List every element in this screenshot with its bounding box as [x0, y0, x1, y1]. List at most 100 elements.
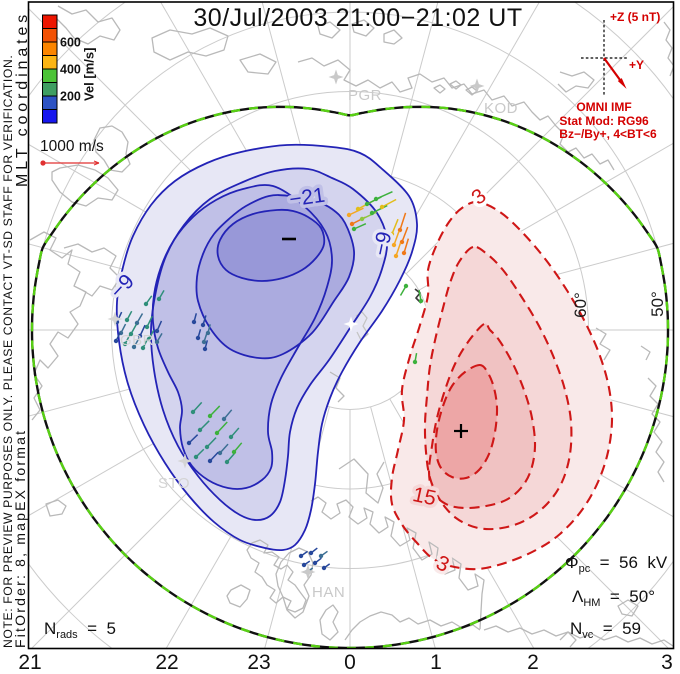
coastline	[329, 371, 345, 403]
vector-dot	[207, 458, 213, 464]
colorbar-title: Vel [m/s]	[82, 48, 97, 101]
vector-dot	[418, 298, 424, 304]
vector-dot	[140, 345, 146, 351]
negative-contour-line	[216, 208, 326, 282]
velocity-vector	[146, 329, 155, 342]
vector-dot	[143, 301, 149, 307]
reference-vector-label: 1000 m/s	[40, 138, 104, 155]
station-marker	[343, 316, 359, 332]
vector-dot	[308, 550, 314, 556]
vector-dot	[154, 339, 160, 345]
coastline	[663, 21, 674, 77]
coastline	[275, 547, 314, 619]
latitude-label: 60°	[571, 292, 590, 318]
mlt-axis-label: 21	[18, 651, 41, 674]
velocity-vector	[312, 557, 322, 566]
vector-dot	[393, 253, 399, 259]
colorbar-segment	[42, 28, 58, 43]
vector-tail	[401, 226, 409, 243]
mlt-axis-label: 2	[527, 651, 539, 674]
vector-dot	[195, 335, 201, 341]
coastline	[239, 53, 277, 75]
vector-dot	[197, 427, 203, 433]
velocity-vector	[379, 198, 397, 210]
vector-tail	[371, 204, 388, 214]
velocity-vector	[321, 563, 331, 571]
side-annotations: NOTE: FOR PREVIEW PURPOSES ONLY. PLEASE …	[1, 11, 31, 648]
vector-dot	[318, 553, 324, 559]
positive-contour-line	[389, 200, 614, 571]
velocity-vector	[195, 329, 202, 341]
latitude-labels: 60° 50°	[571, 291, 667, 318]
velocity-vector	[124, 310, 133, 323]
vector-tail	[391, 218, 399, 235]
stat-line: Nvc = 59	[570, 619, 641, 641]
coastline	[51, 164, 119, 207]
station-label: PGR	[348, 87, 382, 104]
colorbar-tick-label: 400	[60, 63, 81, 77]
map-statistics: Nrads = 5 Φpc = 56 kV ΛHM = 50° Nvc = 59	[44, 553, 668, 641]
vector-dot	[128, 331, 134, 337]
velocity-vector	[143, 295, 153, 307]
velocity-vector	[201, 332, 208, 345]
coastline	[338, 458, 385, 504]
vector-dot	[401, 250, 407, 256]
radar-station: PGR	[328, 69, 382, 104]
radar-station: KOD	[469, 78, 518, 117]
vector-dot	[190, 409, 196, 415]
vector-dot	[379, 204, 385, 210]
coastline	[310, 496, 485, 630]
velocity-vector	[228, 427, 240, 440]
velocity-vector	[214, 421, 228, 436]
contour-label: −9	[369, 230, 396, 258]
radar-station: GBR	[107, 311, 154, 349]
coastline	[319, 604, 339, 641]
colorbar-segment	[42, 55, 58, 70]
velocity-vector	[207, 451, 219, 464]
vector-tail	[375, 190, 393, 200]
coastline	[344, 611, 481, 641]
vector-dot	[186, 440, 192, 446]
vector-dot	[359, 216, 365, 222]
velocity-vector	[140, 338, 149, 351]
coastline	[151, 27, 229, 61]
negative-contour-line	[151, 184, 333, 490]
coastline	[449, 80, 462, 90]
fit-order-note: FitOrder: 8, mapEX format	[12, 429, 28, 648]
vector-dot	[156, 296, 162, 302]
velocity-vector	[418, 290, 424, 304]
vector-dot	[346, 212, 352, 218]
coastline	[617, 599, 639, 617]
mlt-meridian	[389, 2, 540, 262]
vector-dot	[298, 553, 304, 559]
coastline	[640, 345, 651, 361]
station-label: GBR	[120, 332, 154, 349]
velocity-vector	[134, 313, 144, 326]
radar-station	[343, 316, 359, 332]
coastline	[557, 71, 595, 93]
plot-border	[27, 1, 675, 650]
mlt-axis-labels: 21 22 23 0 1 2 3	[18, 651, 673, 674]
vector-dot	[391, 242, 397, 248]
vector-dot	[122, 341, 128, 347]
vector-dot	[207, 413, 213, 419]
latitude-label: 50°	[648, 291, 667, 317]
imf-source-label: OMNI IMF	[576, 100, 631, 114]
velocity-vector	[204, 437, 217, 450]
colorbar-segment	[42, 109, 58, 124]
reference-vector: 1000 m/s	[40, 138, 104, 166]
mlt-axis-label: 1	[430, 651, 442, 674]
velocity-vector	[221, 409, 233, 422]
coastline	[433, 84, 446, 94]
coastline	[383, 29, 403, 45]
velocity-vector	[399, 283, 409, 296]
vector-dot	[193, 454, 199, 460]
vector-dot	[403, 283, 409, 289]
imf-condition-label: Bz−/By+, 4<BT<6	[559, 127, 657, 141]
velocity-vector	[113, 332, 121, 344]
station-label: HAN	[312, 584, 345, 601]
stat-line: ΛHM = 50°	[572, 587, 655, 609]
mlt-axis-label: 0	[344, 651, 356, 674]
vector-dot	[201, 339, 207, 345]
coastline	[55, 5, 121, 45]
